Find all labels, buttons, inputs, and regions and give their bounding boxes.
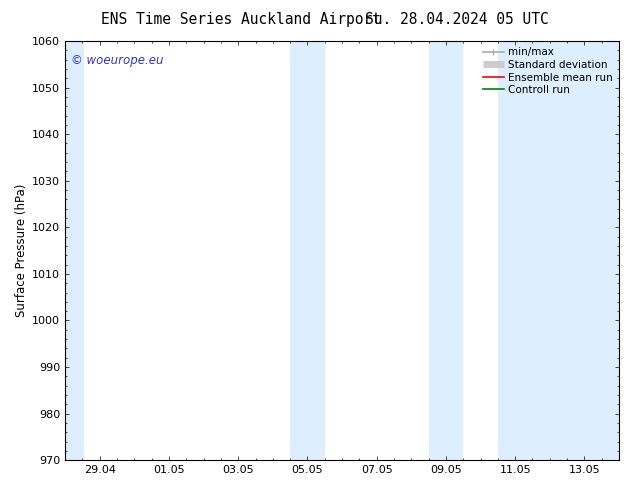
Bar — [498, 41, 619, 460]
Text: © woeurope.eu: © woeurope.eu — [71, 53, 163, 67]
Y-axis label: Surface Pressure (hPa): Surface Pressure (hPa) — [15, 184, 28, 318]
Text: ENS Time Series Auckland Airport: ENS Time Series Auckland Airport — [101, 12, 381, 27]
Bar — [429, 41, 463, 460]
Bar — [290, 41, 325, 460]
Text: Su. 28.04.2024 05 UTC: Su. 28.04.2024 05 UTC — [365, 12, 548, 27]
Bar — [65, 41, 84, 460]
Legend: min/max, Standard deviation, Ensemble mean run, Controll run: min/max, Standard deviation, Ensemble me… — [480, 44, 616, 98]
